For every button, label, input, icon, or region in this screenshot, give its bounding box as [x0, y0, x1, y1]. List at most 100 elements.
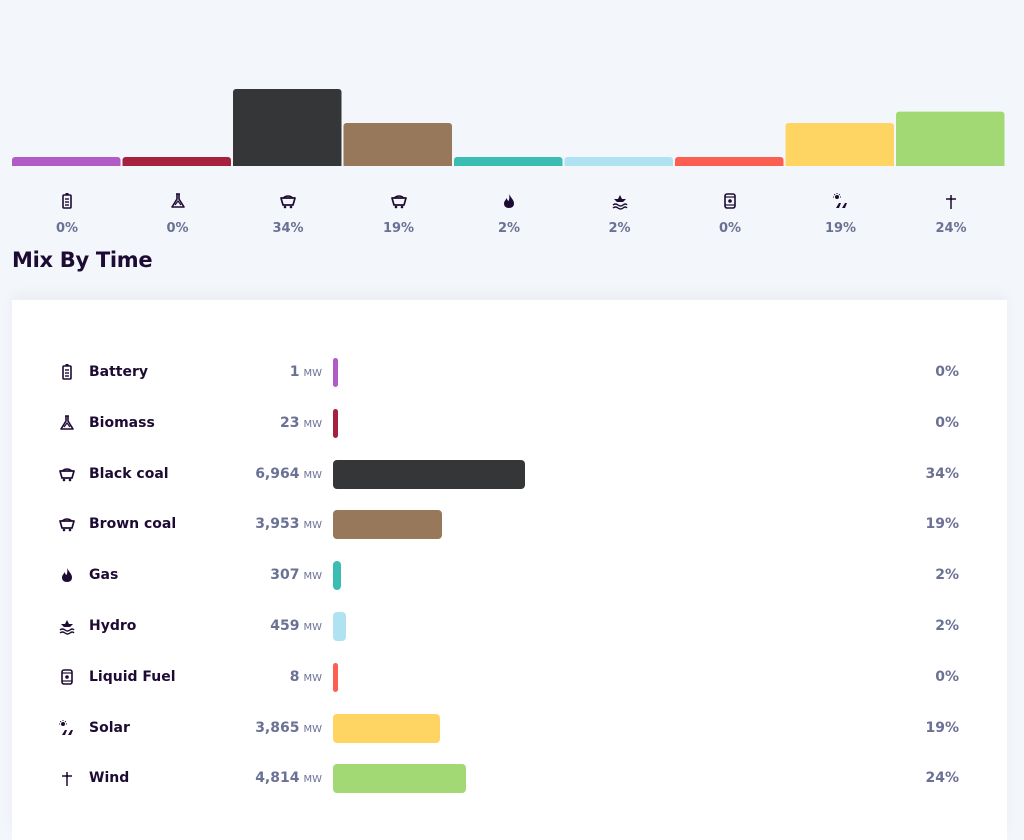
row-percent: 2% — [935, 567, 959, 584]
row-value-number: 4,814 — [255, 770, 300, 787]
top-percent: 2% — [497, 221, 521, 236]
solar-icon — [59, 719, 73, 735]
coal-icon — [280, 195, 296, 209]
row-unit: MW — [303, 368, 322, 379]
row-name: Brown coal — [89, 516, 177, 533]
top-bar-solar — [785, 122, 894, 169]
row-hydro: Hydro 459 MW 2% — [12, 612, 1007, 642]
row-black-coal: Black coal 6,964 MW 34% — [12, 459, 1007, 490]
row-bar — [333, 408, 338, 438]
coal-icon — [59, 467, 75, 481]
top-label-wind: 24% — [896, 188, 1006, 236]
row-brown-coal: Brown coal 3,953 MW 19% — [12, 510, 1007, 540]
top-percent: 19% — [382, 221, 415, 236]
top-bar-black-coal — [233, 89, 342, 169]
row-unit: MW — [303, 672, 322, 684]
wind-icon — [946, 195, 956, 209]
row-bar — [333, 764, 466, 794]
row-percent: 19% — [925, 516, 959, 533]
row-bar — [333, 612, 346, 641]
top-label-liquid-fuel: 0% — [675, 188, 785, 236]
row-value-number: 459 — [270, 618, 300, 634]
row-value-number: 6,964 — [255, 465, 300, 482]
row-name: Solar — [89, 719, 130, 736]
row-percent: 2% — [935, 618, 959, 634]
row-value: 23 MW — [280, 415, 322, 431]
row-value: 3,865 MW — [255, 720, 322, 736]
row-bar — [333, 459, 525, 489]
gas-flame-icon — [504, 194, 514, 208]
row-bar — [333, 358, 338, 387]
row-name: Liquid Fuel — [89, 668, 176, 685]
solar-icon — [832, 193, 847, 208]
biomass-icon — [170, 193, 185, 208]
row-name: Biomass — [89, 414, 155, 431]
coal-icon — [59, 518, 75, 532]
row-value-number: 1 — [289, 364, 300, 380]
row-unit: MW — [303, 774, 322, 786]
row-unit: MW — [303, 469, 322, 481]
row-bar — [333, 510, 442, 540]
top-label-black-coal: 34% — [233, 188, 343, 236]
row-percent: 0% — [935, 668, 959, 685]
row-value: 1 MW — [290, 364, 322, 380]
top-label-solar: 19% — [786, 188, 896, 236]
row-percent: 19% — [925, 719, 959, 736]
wind-icon — [62, 772, 72, 787]
row-gas: Gas 307 MW 2% — [12, 561, 1007, 591]
row-name: Gas — [89, 567, 119, 584]
row-unit: MW — [303, 571, 322, 583]
top-bar-wind — [896, 111, 1005, 169]
top-label-gas: 2% — [454, 188, 564, 236]
row-value: 8 MW — [290, 669, 322, 685]
row-solar: Solar 3,865 MW 19% — [12, 713, 1007, 744]
top-bar-brown-coal — [343, 122, 452, 169]
row-value-number: 3,865 — [255, 719, 300, 736]
top-percent: 0% — [55, 221, 79, 236]
hydro-icon — [612, 195, 628, 210]
row-value-number: 8 — [289, 668, 300, 685]
row-value: 307 MW — [270, 567, 322, 583]
row-liquid-fuel: Liquid Fuel 8 MW 0% — [12, 662, 1007, 693]
battery-icon — [62, 364, 72, 380]
top-percent: 24% — [935, 221, 967, 236]
row-value-number: 23 — [280, 414, 300, 431]
top-label-biomass: 0% — [123, 188, 233, 236]
top-chart-labels: 0% 0% 34% 19% 2% 2% 0% 19% 24% — [0, 188, 1024, 248]
section-title: Mix By Time — [12, 248, 153, 272]
row-battery: Battery 1 MW 0% — [12, 358, 1007, 388]
row-bar — [333, 662, 338, 692]
top-percent: 19% — [824, 221, 857, 236]
top-percent: 34% — [272, 221, 304, 236]
liquid-fuel-icon — [724, 193, 736, 209]
row-value-number: 307 — [270, 567, 300, 584]
top-mix-chart — [0, 89, 1024, 170]
row-name: Wind — [89, 770, 130, 787]
row-value: 4,814 MW — [255, 770, 322, 786]
row-percent: 34% — [925, 465, 959, 482]
row-value: 3,953 MW — [255, 516, 322, 532]
row-unit: MW — [303, 723, 322, 735]
gas-flame-icon — [62, 568, 72, 583]
row-unit: MW — [303, 418, 322, 430]
row-percent: 0% — [935, 364, 959, 380]
top-label-battery: 0% — [12, 188, 122, 236]
row-bar — [333, 561, 342, 591]
top-percent: 2% — [608, 221, 631, 236]
row-unit: MW — [303, 520, 322, 532]
row-name: Hydro — [89, 618, 137, 634]
biomass-icon — [60, 414, 74, 430]
row-name: Black coal — [89, 465, 169, 482]
row-value-number: 3,953 — [255, 516, 300, 533]
top-label-hydro: 2% — [565, 188, 675, 236]
row-biomass: Biomass 23 MW 0% — [12, 408, 1007, 439]
liquid-fuel-icon — [61, 668, 73, 685]
row-wind: Wind 4,814 MW 24% — [12, 764, 1007, 794]
row-value: 6,964 MW — [255, 466, 322, 482]
row-bar — [333, 713, 440, 743]
row-percent: 24% — [925, 770, 959, 787]
mix-by-time-card: Battery 1 MW 0% Biomass 23 MW 0% Black coal 6,964… — [12, 300, 1007, 840]
top-chart-baseline — [0, 166, 1024, 170]
row-name: Battery — [89, 364, 149, 380]
top-percent: 0% — [166, 221, 189, 236]
